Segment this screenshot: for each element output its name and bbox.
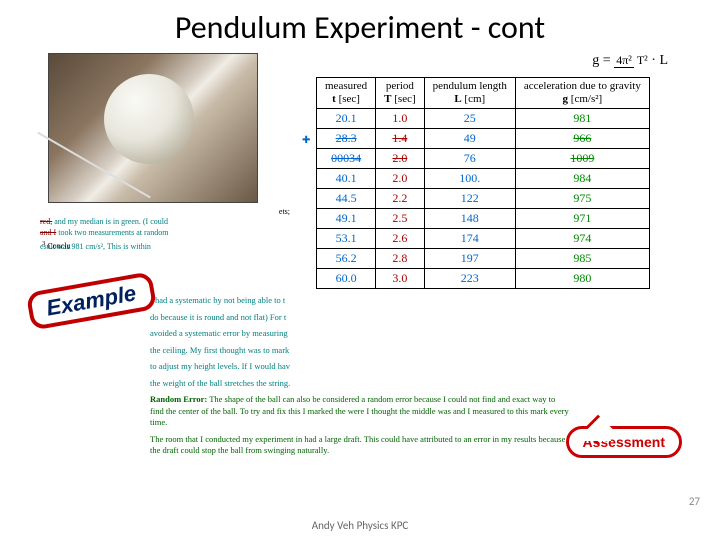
table-cell: 966	[515, 129, 649, 149]
table-row: 40.12.0100.984	[317, 169, 650, 189]
conclusion-label: 3 Conclu	[42, 240, 70, 251]
table-cell: 25	[424, 109, 515, 129]
table-header: pendulum lengthL [cm]	[424, 78, 515, 109]
table-cell: 56.2	[317, 249, 376, 269]
table-cell: 3.0	[376, 269, 424, 289]
table-row: 56.22.8197985	[317, 249, 650, 269]
left-column: ets; red, and my median is in green. (I …	[40, 53, 300, 289]
table-row: 49.12.5148971	[317, 209, 650, 229]
table-header: acceleration due to gravityg [cm/s²]	[515, 78, 649, 109]
table-cell: 971	[515, 209, 649, 229]
frag-2: and my median is in green. (I could	[54, 217, 168, 226]
para-3: avoided a systematic error by measuring	[150, 328, 570, 339]
table-row: 60.03.0223980	[317, 269, 650, 289]
text-fragments: ets; red, and my median is in green. (I …	[40, 207, 300, 253]
para-8: The room that I conducted my experiment …	[150, 434, 570, 457]
assessment-bubble: Assessment	[566, 426, 683, 458]
table-cell: 2.0	[376, 169, 424, 189]
formula-rhs: · L	[651, 53, 668, 68]
right-column: g = 4π² T² · L measuredt [sec]periodT [s…	[308, 53, 680, 289]
table-cell: 1009	[515, 149, 649, 169]
table-cell: 76	[424, 149, 515, 169]
table-row: 000342.0761009	[317, 149, 650, 169]
para-6: the weight of the ball stretches the str…	[150, 378, 570, 389]
page-title: Pendulum Experiment - cont	[40, 8, 680, 47]
table-cell: 1.0	[376, 109, 424, 129]
formula: g = 4π² T² · L	[308, 53, 680, 69]
pendulum-photo	[48, 53, 258, 203]
table-cell: 197	[424, 249, 515, 269]
formula-num: 4π²	[614, 53, 634, 68]
assessment-callout: Assessment	[566, 426, 683, 458]
table-cell: 223	[424, 269, 515, 289]
frag-3: and I	[40, 228, 56, 237]
para-2: do because it is round and not flat) For…	[150, 312, 570, 323]
table-cell: 49.1	[317, 209, 376, 229]
slide: Pendulum Experiment - cont ets; red, and…	[0, 0, 720, 540]
table-row: 53.12.6174974	[317, 229, 650, 249]
table-cell: 984	[515, 169, 649, 189]
formula-lhs: g =	[592, 53, 610, 68]
table-cell: 122	[424, 189, 515, 209]
content-row: ets; red, and my median is in green. (I …	[40, 53, 680, 289]
table-cell: 2.2	[376, 189, 424, 209]
footer-text: Andy Veh Physics KPC	[0, 519, 720, 532]
table-row: 44.52.2122975	[317, 189, 650, 209]
table-cell: 2.0	[376, 149, 424, 169]
table-row: 28.31.449966	[317, 129, 650, 149]
para-1: I had a systematic by not being able to …	[150, 295, 570, 306]
lower-text-block: I had a systematic by not being able to …	[150, 295, 570, 456]
table-cell: 28.3	[317, 129, 376, 149]
table-cell: 981	[515, 109, 649, 129]
formula-den: T²	[637, 53, 648, 67]
table-cell: 40.1	[317, 169, 376, 189]
table-header-row: measuredt [sec]periodT [sec]pendulum len…	[317, 78, 650, 109]
table-cell: 20.1	[317, 109, 376, 129]
table-cell: 2.6	[376, 229, 424, 249]
table-row: 20.11.025981	[317, 109, 650, 129]
table-cell: 148	[424, 209, 515, 229]
frag-1: ets;	[279, 207, 290, 216]
table-cell: 49	[424, 129, 515, 149]
table-cell: 174	[424, 229, 515, 249]
ball-graphic	[104, 74, 194, 164]
table-cell: 2.8	[376, 249, 424, 269]
table-cell: 974	[515, 229, 649, 249]
table-cell: 53.1	[317, 229, 376, 249]
table-cell: 100.	[424, 169, 515, 189]
table-cell: 00034	[317, 149, 376, 169]
table-cell: 44.5	[317, 189, 376, 209]
table-cell: 60.0	[317, 269, 376, 289]
table-cell: 2.5	[376, 209, 424, 229]
table-header: measuredt [sec]	[317, 78, 376, 109]
table-cell: 975	[515, 189, 649, 209]
para-5: to adjust my height levels. If I would h…	[150, 361, 570, 372]
frag-4: esult was 981 cm/s², This is within	[40, 242, 300, 252]
table-cell: 1.4	[376, 129, 424, 149]
table-cell: 985	[515, 249, 649, 269]
para-4: the ceiling. My first thought was to mar…	[150, 345, 570, 356]
expand-icon[interactable]: ✚	[302, 133, 310, 146]
table-cell: 980	[515, 269, 649, 289]
para-7: Random Error: The shape of the ball can …	[150, 394, 570, 428]
data-table: measuredt [sec]periodT [sec]pendulum len…	[316, 77, 650, 289]
slide-number: 27	[689, 495, 700, 508]
table-header: periodT [sec]	[376, 78, 424, 109]
